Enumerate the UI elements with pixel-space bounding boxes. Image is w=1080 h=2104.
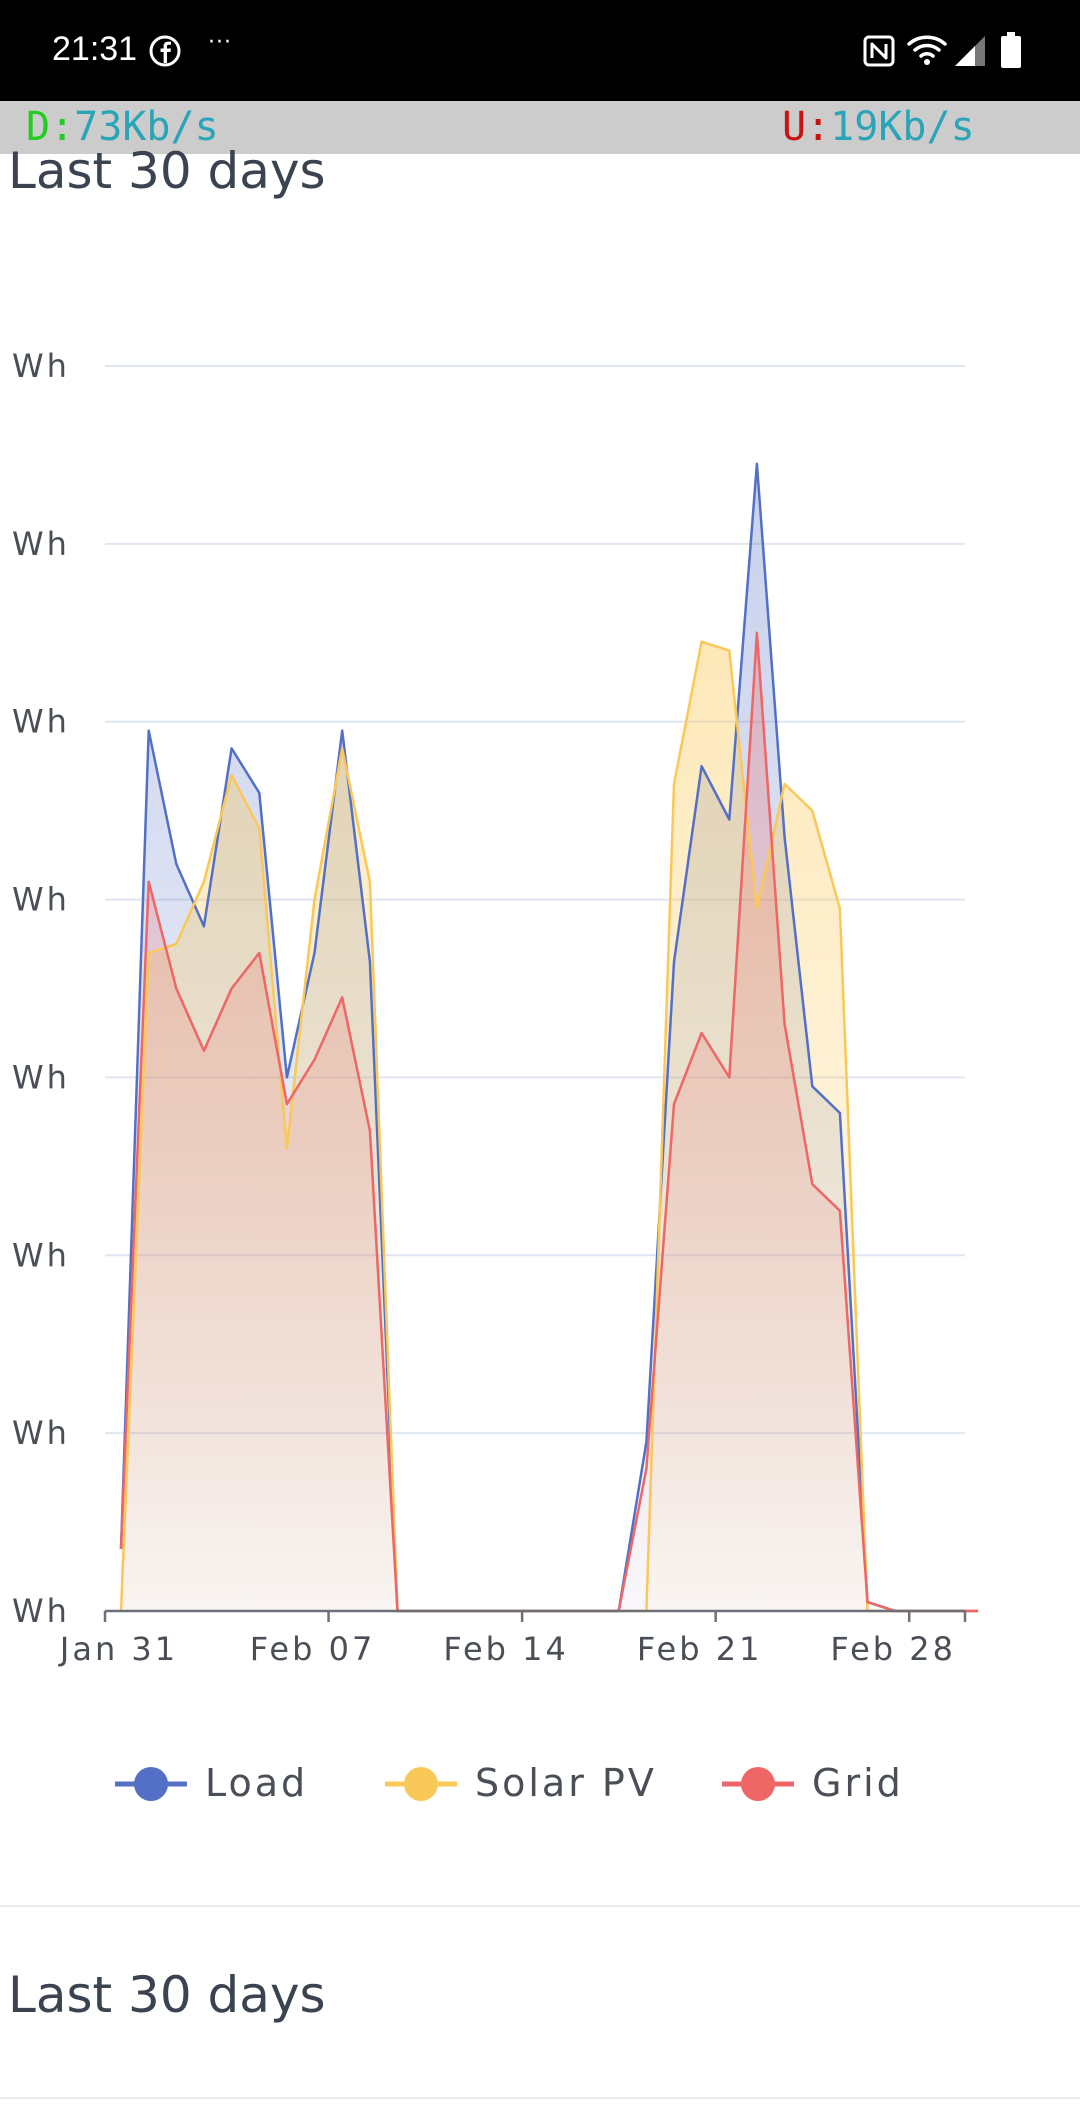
x-tick-label: Feb 07 — [250, 1630, 376, 1668]
legend-marker — [134, 1767, 168, 1801]
more-icon: ··· — [208, 30, 232, 55]
facebook-icon — [149, 35, 181, 67]
legend-item-grid: Grid — [722, 1761, 904, 1805]
y-tick-label: Wh — [12, 1414, 70, 1452]
x-tick-label: Feb 14 — [443, 1630, 569, 1668]
section-title: Last 30 days — [8, 1966, 326, 2024]
y-tick-label: Wh — [12, 703, 70, 741]
x-tick-label: Feb 28 — [830, 1630, 956, 1668]
legend-label: Grid — [812, 1761, 904, 1805]
signal-icon — [955, 36, 985, 66]
download-label: D: — [26, 104, 75, 150]
x-tick-label: Jan 31 — [58, 1630, 178, 1668]
section-divider — [0, 2097, 1080, 2099]
upload-value: 19Kb/s — [830, 104, 975, 150]
legend-marker — [404, 1767, 438, 1801]
section-divider — [0, 1905, 1080, 1907]
legend-label: Solar PV — [475, 1761, 657, 1805]
legend-item-load: Load — [115, 1761, 308, 1805]
download-speed: D:73Kb/s — [26, 104, 219, 150]
network-speed-bar: D:73Kb/s U:19Kb/s — [0, 101, 1080, 154]
status-bar: 21:31 ··· — [0, 0, 1080, 101]
y-tick-label: Wh — [12, 1236, 70, 1274]
legend-marker — [741, 1767, 775, 1801]
y-tick-label: Wh — [12, 881, 70, 919]
y-tick-label: Wh — [12, 347, 70, 385]
status-time: 21:31 — [52, 30, 138, 68]
nfc-icon — [863, 35, 895, 67]
upload-speed: U:19Kb/s — [782, 104, 975, 150]
download-value: 73Kb/s — [74, 104, 219, 150]
y-tick-label: Wh — [12, 1592, 70, 1630]
y-tick-label: Wh — [12, 1058, 70, 1096]
wifi-icon — [907, 35, 947, 65]
legend-item-solar-pv: Solar PV — [385, 1761, 657, 1805]
battery-icon — [1001, 32, 1021, 68]
y-tick-label: Wh — [12, 525, 70, 563]
legend-label: Load — [205, 1761, 308, 1805]
x-tick-label: Feb 21 — [637, 1630, 763, 1668]
upload-label: U: — [782, 104, 831, 150]
section-title: Last 30 days — [8, 142, 326, 200]
